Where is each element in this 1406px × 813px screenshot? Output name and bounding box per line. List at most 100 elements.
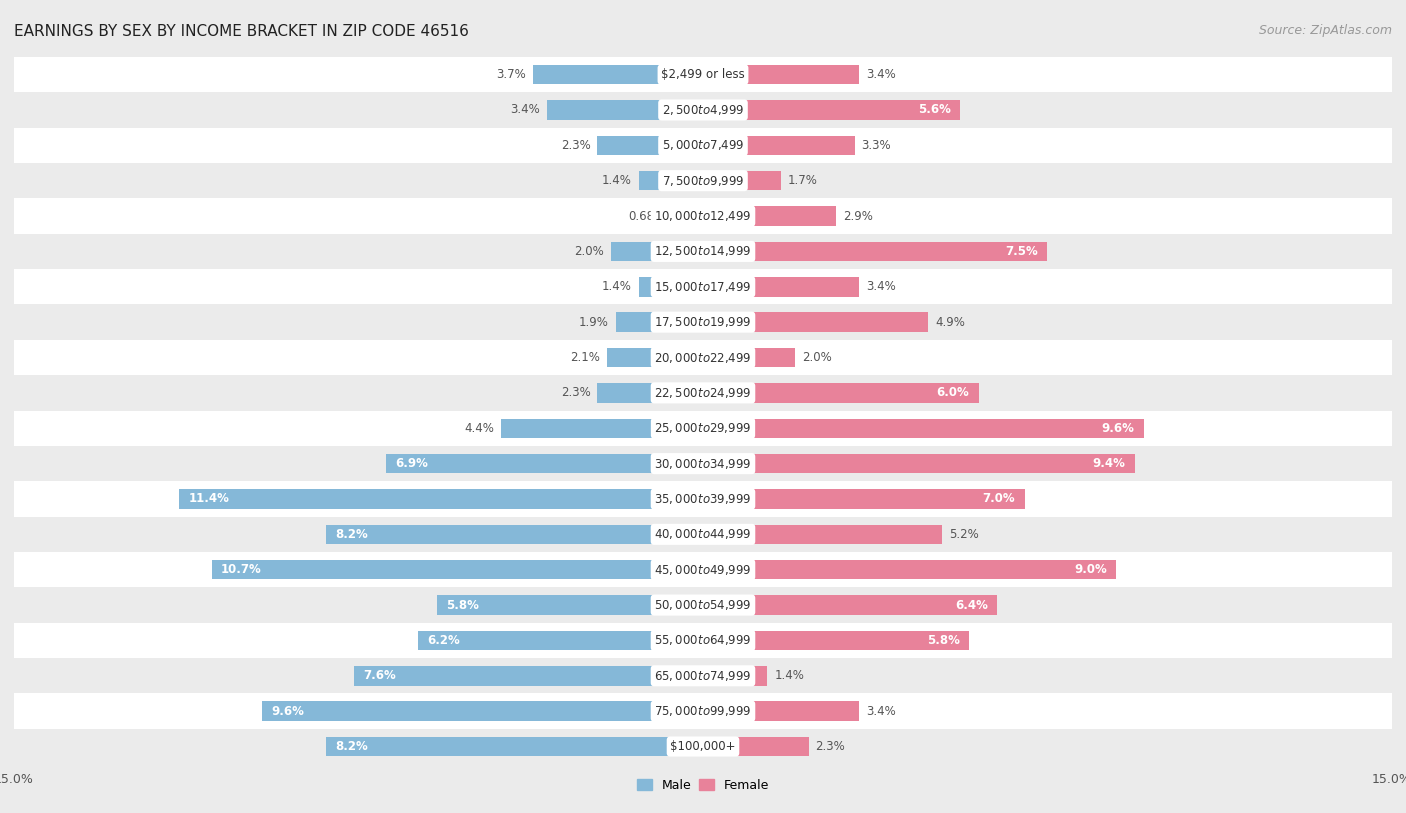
Bar [262,702,703,721]
Text: $100,000+: $100,000+ [671,740,735,753]
Bar [703,207,837,226]
Bar [606,348,703,367]
Bar [14,340,1392,375]
Text: 7.5%: 7.5% [1005,245,1038,258]
Bar [703,312,928,332]
Bar [14,552,1392,587]
Bar [533,65,703,85]
Text: 4.4%: 4.4% [464,422,494,435]
Bar [703,136,855,155]
Text: 2.0%: 2.0% [801,351,831,364]
Text: 1.4%: 1.4% [775,669,804,682]
Text: $75,000 to $99,999: $75,000 to $99,999 [654,704,752,718]
Bar [616,312,703,332]
Bar [14,729,1392,764]
Text: $65,000 to $74,999: $65,000 to $74,999 [654,669,752,683]
Text: 2.0%: 2.0% [575,245,605,258]
Bar [14,198,1392,234]
Bar [14,304,1392,340]
Text: 6.9%: 6.9% [395,457,429,470]
Text: 3.3%: 3.3% [862,139,891,152]
Text: 1.9%: 1.9% [579,315,609,328]
Text: 6.4%: 6.4% [955,598,988,611]
Bar [14,128,1392,163]
Text: 6.2%: 6.2% [427,634,460,647]
Text: 5.8%: 5.8% [928,634,960,647]
Text: 8.2%: 8.2% [336,528,368,541]
Bar [14,481,1392,517]
Bar [14,163,1392,198]
Bar [501,419,703,438]
Bar [14,446,1392,481]
Text: 0.68%: 0.68% [627,210,665,223]
Text: 1.4%: 1.4% [602,174,631,187]
Bar [703,489,1025,509]
Text: 3.4%: 3.4% [866,68,896,81]
Text: $17,500 to $19,999: $17,500 to $19,999 [654,315,752,329]
Bar [703,277,859,297]
Bar [547,100,703,120]
Bar [598,136,703,155]
Bar [14,587,1392,623]
Bar [437,595,703,615]
Bar [418,631,703,650]
Bar [703,383,979,402]
Text: $5,000 to $7,499: $5,000 to $7,499 [662,138,744,152]
Bar [598,383,703,402]
Bar [14,233,1392,269]
Legend: Male, Female: Male, Female [631,774,775,797]
Text: 2.3%: 2.3% [561,386,591,399]
Text: $15,000 to $17,499: $15,000 to $17,499 [654,280,752,293]
Bar [354,666,703,685]
Bar [14,659,1392,693]
Text: $55,000 to $64,999: $55,000 to $64,999 [654,633,752,647]
Bar [703,560,1116,580]
Bar [211,560,703,580]
Bar [326,524,703,544]
Bar [703,702,859,721]
Text: $25,000 to $29,999: $25,000 to $29,999 [654,421,752,435]
Text: 9.6%: 9.6% [271,705,304,718]
Bar [703,348,794,367]
Text: 5.8%: 5.8% [446,598,478,611]
Text: 3.4%: 3.4% [510,103,540,116]
Bar [703,666,768,685]
Bar [703,241,1047,261]
Text: $12,500 to $14,999: $12,500 to $14,999 [654,245,752,259]
Text: 3.7%: 3.7% [496,68,526,81]
Text: 2.3%: 2.3% [815,740,845,753]
Bar [638,277,703,297]
Bar [703,524,942,544]
Bar [703,631,969,650]
Text: 5.2%: 5.2% [949,528,979,541]
Text: 6.0%: 6.0% [936,386,969,399]
Text: 9.6%: 9.6% [1102,422,1135,435]
Bar [703,171,782,190]
Bar [703,65,859,85]
Bar [14,693,1392,729]
Text: 2.9%: 2.9% [844,210,873,223]
Bar [638,171,703,190]
Bar [14,517,1392,552]
Text: $20,000 to $22,499: $20,000 to $22,499 [654,350,752,364]
Text: 8.2%: 8.2% [336,740,368,753]
Bar [703,737,808,756]
Text: $35,000 to $39,999: $35,000 to $39,999 [654,492,752,506]
Text: $22,500 to $24,999: $22,500 to $24,999 [654,386,752,400]
Bar [703,419,1144,438]
Text: 11.4%: 11.4% [188,493,229,506]
Bar [612,241,703,261]
Bar [703,595,997,615]
Text: 3.4%: 3.4% [866,705,896,718]
Text: 9.4%: 9.4% [1092,457,1126,470]
Bar [14,376,1392,411]
Text: 5.6%: 5.6% [918,103,950,116]
Text: $45,000 to $49,999: $45,000 to $49,999 [654,563,752,576]
Bar [326,737,703,756]
Text: $10,000 to $12,499: $10,000 to $12,499 [654,209,752,223]
Bar [703,100,960,120]
Text: $2,500 to $4,999: $2,500 to $4,999 [662,103,744,117]
Bar [14,623,1392,659]
Bar [14,92,1392,128]
Text: $2,499 or less: $2,499 or less [661,68,745,81]
